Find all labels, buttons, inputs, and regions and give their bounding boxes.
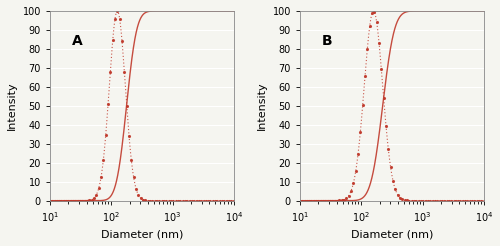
Y-axis label: Intensity: Intensity bbox=[257, 81, 267, 130]
Text: B: B bbox=[322, 34, 332, 48]
Y-axis label: Intensity: Intensity bbox=[7, 81, 17, 130]
X-axis label: Diameter (nm): Diameter (nm) bbox=[100, 229, 183, 239]
Text: A: A bbox=[72, 34, 83, 48]
X-axis label: Diameter (nm): Diameter (nm) bbox=[350, 229, 433, 239]
